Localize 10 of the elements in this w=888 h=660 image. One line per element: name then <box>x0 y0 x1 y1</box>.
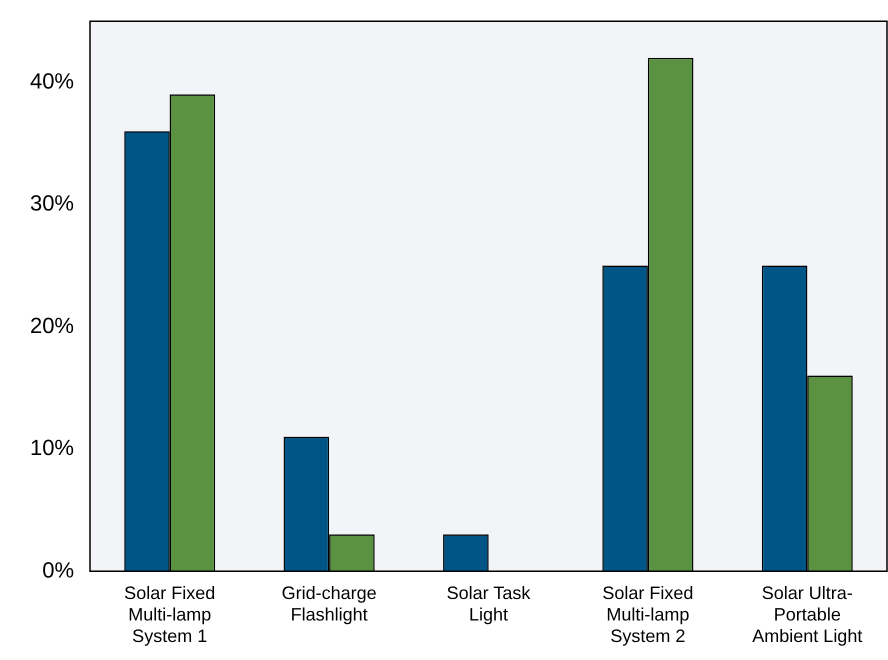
x-tick-label: Solar Ultra-Portable Ambient Light <box>752 582 862 646</box>
x-tick-label: Grid-charge Flashlight <box>282 582 377 625</box>
y-tick-label: 10% <box>30 435 74 460</box>
x-tick-label: Solar Fixed Multi-lamp System 2 <box>602 582 694 646</box>
y-tick-label: 20% <box>30 312 74 338</box>
y-tick-label: 30% <box>30 190 74 216</box>
x-tick-label: Solar Task Light <box>446 582 532 625</box>
x-tick-label: Solar Fixed Multi-lamp System 1 <box>124 582 216 646</box>
y-tick-label: 40% <box>30 68 74 94</box>
y-tick-label: 0% <box>42 557 74 582</box>
